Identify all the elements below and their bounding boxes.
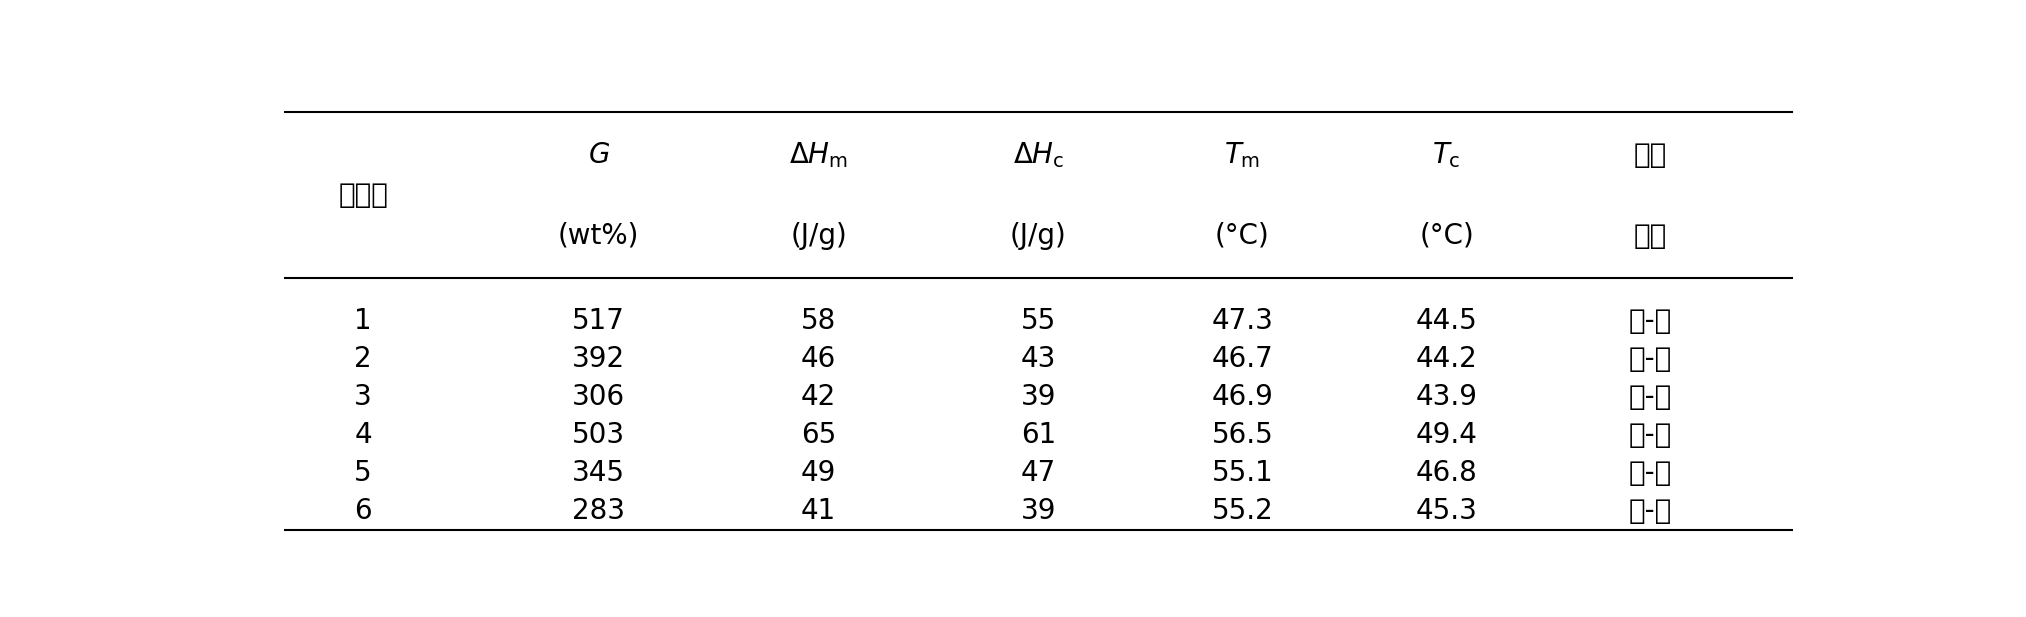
- Text: 56.5: 56.5: [1212, 421, 1272, 449]
- Text: 306: 306: [571, 383, 626, 411]
- Text: (J/g): (J/g): [1009, 222, 1068, 249]
- Text: 44.2: 44.2: [1416, 345, 1477, 373]
- Text: 47.3: 47.3: [1212, 307, 1274, 335]
- Text: (J/g): (J/g): [790, 222, 847, 249]
- Text: 58: 58: [800, 307, 837, 335]
- Text: 61: 61: [1021, 421, 1056, 449]
- Text: 392: 392: [571, 345, 626, 373]
- Text: 固-固: 固-固: [1629, 421, 1671, 449]
- Text: 42: 42: [800, 383, 837, 411]
- Text: 46: 46: [800, 345, 837, 373]
- Text: 39: 39: [1021, 497, 1056, 525]
- Text: 6: 6: [355, 497, 373, 525]
- Text: 相变: 相变: [1635, 141, 1667, 169]
- Text: 4: 4: [355, 421, 373, 449]
- Text: 55.2: 55.2: [1212, 497, 1272, 525]
- Text: 517: 517: [571, 307, 626, 335]
- Text: 46.8: 46.8: [1416, 459, 1477, 487]
- Text: 固-固: 固-固: [1629, 307, 1671, 335]
- Text: 45.3: 45.3: [1416, 497, 1477, 525]
- Text: 41: 41: [800, 497, 837, 525]
- Text: 固-固: 固-固: [1629, 345, 1671, 373]
- Text: 283: 283: [571, 497, 626, 525]
- Text: 3: 3: [355, 383, 373, 411]
- Text: 503: 503: [571, 421, 626, 449]
- Text: 46.7: 46.7: [1212, 345, 1272, 373]
- Text: $T_\mathrm{c}$: $T_\mathrm{c}$: [1432, 140, 1461, 170]
- Text: 46.9: 46.9: [1212, 383, 1274, 411]
- Text: 43.9: 43.9: [1416, 383, 1477, 411]
- Text: (°C): (°C): [1216, 222, 1270, 249]
- Text: 44.5: 44.5: [1416, 307, 1477, 335]
- Text: 47: 47: [1021, 459, 1056, 487]
- Text: 345: 345: [571, 459, 626, 487]
- Text: (wt%): (wt%): [557, 222, 640, 249]
- Text: 49.4: 49.4: [1416, 421, 1477, 449]
- Text: 1: 1: [355, 307, 373, 335]
- Text: 49: 49: [800, 459, 837, 487]
- Text: 固-固: 固-固: [1629, 459, 1671, 487]
- Text: $\Delta H_\mathrm{m}$: $\Delta H_\mathrm{m}$: [788, 140, 849, 170]
- Text: 55: 55: [1021, 307, 1056, 335]
- Text: 39: 39: [1021, 383, 1056, 411]
- Text: 55.1: 55.1: [1212, 459, 1272, 487]
- Text: 固-固: 固-固: [1629, 383, 1671, 411]
- Text: $G$: $G$: [588, 141, 610, 169]
- Text: $T_\mathrm{m}$: $T_\mathrm{m}$: [1224, 140, 1260, 170]
- Text: 实施例: 实施例: [338, 181, 389, 209]
- Text: 2: 2: [355, 345, 373, 373]
- Text: 固-固: 固-固: [1629, 497, 1671, 525]
- Text: $\Delta H_\mathrm{c}$: $\Delta H_\mathrm{c}$: [1013, 140, 1064, 170]
- Text: (°C): (°C): [1418, 222, 1475, 249]
- Text: 65: 65: [800, 421, 837, 449]
- Text: 43: 43: [1021, 345, 1056, 373]
- Text: 5: 5: [355, 459, 373, 487]
- Text: 类型: 类型: [1635, 222, 1667, 249]
